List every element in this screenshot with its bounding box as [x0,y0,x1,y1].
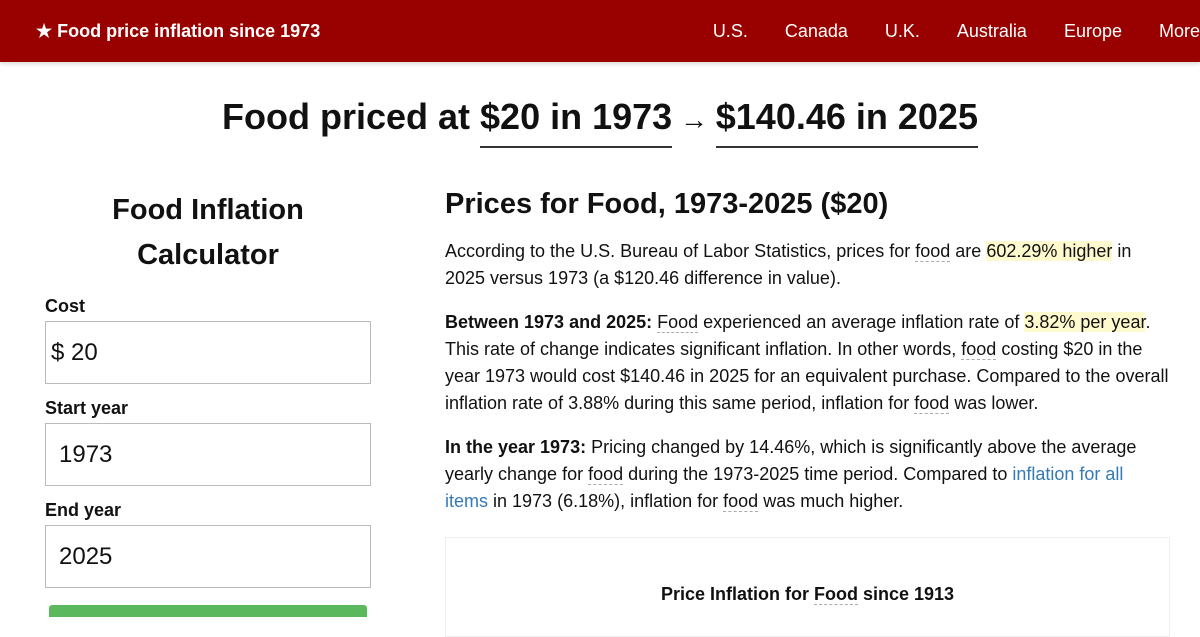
headline: Food priced at $20 in 1973 → $140.46 in … [0,96,1200,148]
nav-canada[interactable]: Canada [784,20,848,41]
paragraph-1: According to the U.S. Bureau of Labor St… [445,241,1132,288]
calculate-button[interactable] [49,605,367,617]
start-year-input[interactable]: 1973 [45,423,371,486]
headline-prefix: Food priced at [222,96,481,137]
nav-uk[interactable]: U.K. [884,20,920,41]
cost-value: 20 [71,338,98,366]
currency-symbol: $ [51,338,65,366]
calculator: Food Inflation Calculator Cost $ 20 Star… [0,188,445,637]
nav-links: U.S. Canada U.K. Australia Europe More [676,21,1200,42]
main-content: Prices for Food, 1973-2025 ($20) Accordi… [445,188,1170,637]
headline-start: $20 in 1973 [480,96,673,148]
paragraph-3: In the year 1973: Pricing changed by 14.… [445,437,1137,512]
cost-input[interactable]: $ 20 [45,321,371,384]
chart-container: Price Inflation for Food since 1913 [445,537,1170,637]
all-items-link[interactable]: inflation for all items [445,464,1124,511]
calculator-title: Food Inflation Calculator [112,194,304,271]
headline-end: $140.46 in 2025 [715,96,978,148]
cost-label: Cost [45,296,85,316]
start-year-label: Start year [45,398,129,418]
nav-us[interactable]: U.S. [712,20,748,41]
arrow: → [672,104,716,135]
end-year-label: End year [45,500,122,520]
brand-link[interactable]: ★ Food price inflation since 1973 [36,20,321,41]
nav-more[interactable]: More [1158,20,1200,41]
nav-australia[interactable]: Australia [956,20,1027,41]
paragraph-2: Between 1973 and 2025: Food experienced … [445,312,1169,414]
end-year-input[interactable]: 2025 [45,525,371,588]
nav-europe[interactable]: Europe [1063,20,1122,41]
chart-title: Price Inflation for [660,584,814,604]
section-title: Prices for Food, 1973-2025 ($20) [445,188,889,220]
navbar: ★ Food price inflation since 1973 U.S. C… [0,0,1200,62]
